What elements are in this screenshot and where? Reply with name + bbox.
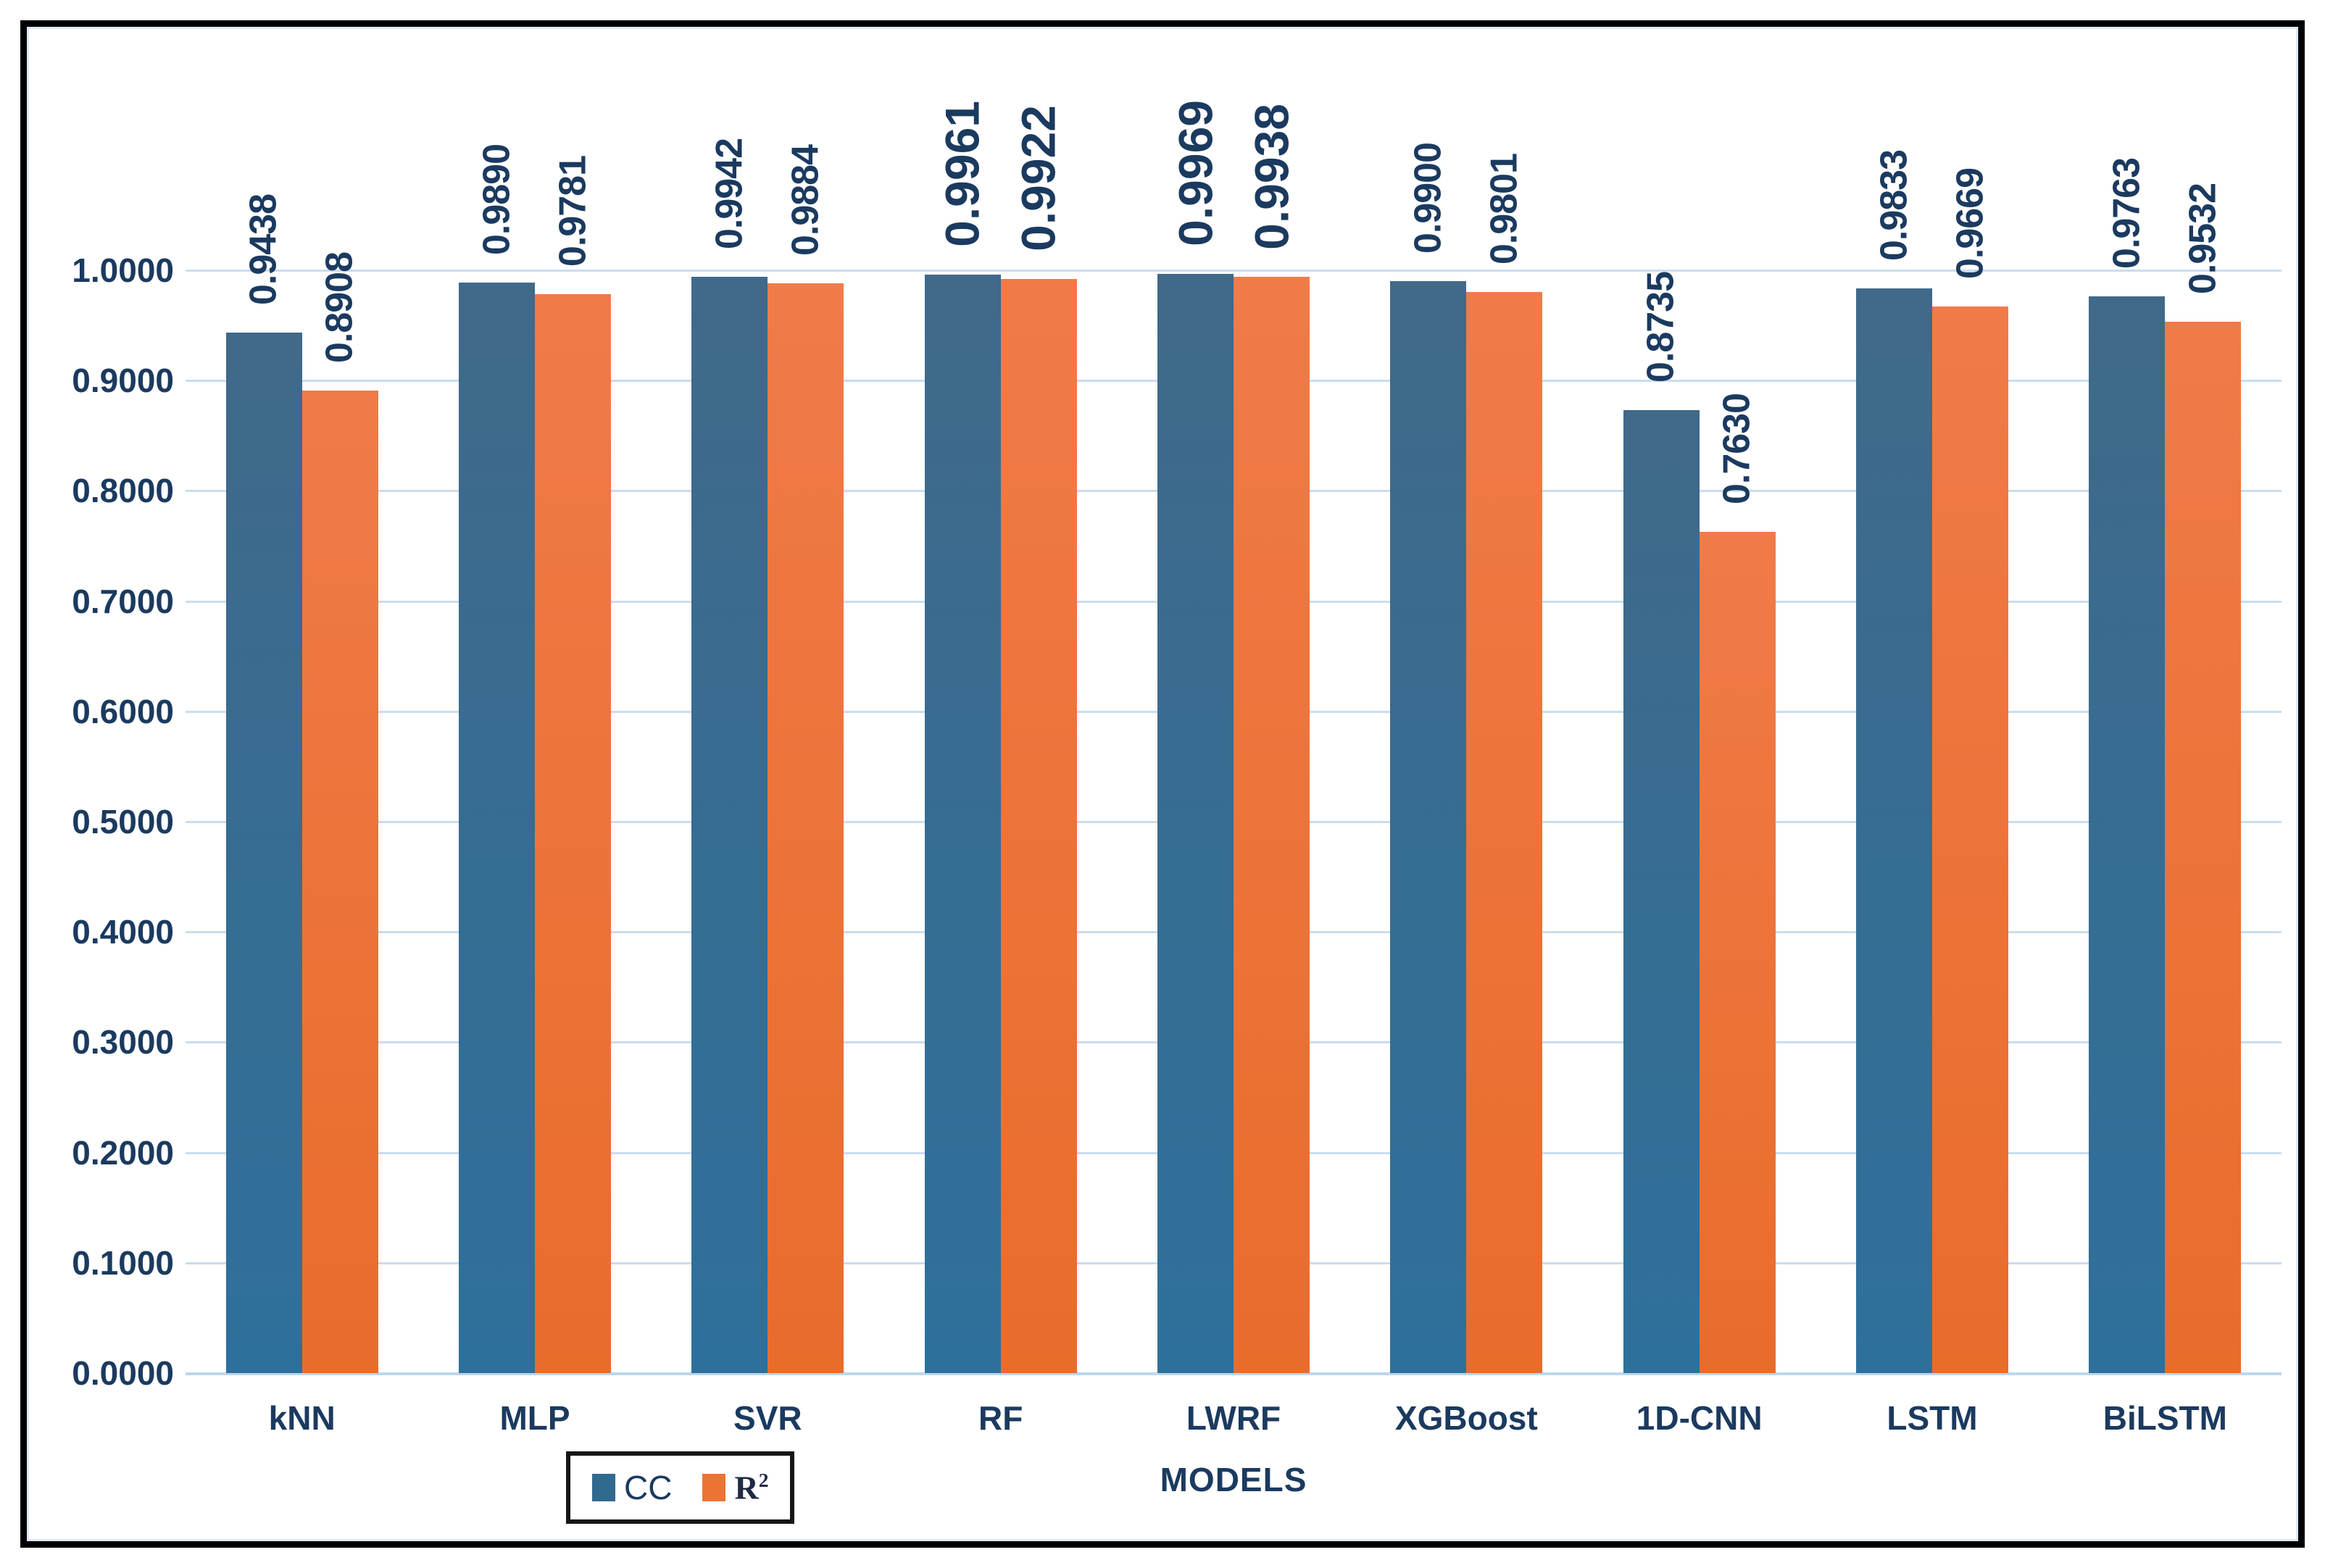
x-tick-label-lstm: LSTM <box>1887 1399 1978 1437</box>
x-tick-label-xgboost: XGBoost <box>1394 1399 1538 1437</box>
y-tick-label: 0.0000 <box>72 1354 174 1392</box>
y-tick-label: 0.1000 <box>72 1243 174 1282</box>
value-label: 0.9938 <box>1244 103 1298 250</box>
y-tick-label: 0.9000 <box>72 362 174 400</box>
legend-label-r2: R2 <box>734 1469 769 1506</box>
bar-cc-xgboost <box>1390 281 1467 1373</box>
value-label: 0.9763 <box>2105 158 2148 270</box>
bar-cc-knn <box>225 332 302 1373</box>
x-tick-label-lwrf: LWRF <box>1186 1399 1281 1437</box>
value-label: 0.9890 <box>475 143 518 255</box>
value-label: 0.7630 <box>1715 393 1758 504</box>
legend-label-cc: CC <box>624 1469 673 1506</box>
value-label: 0.9833 <box>1873 150 1916 262</box>
bar-r2-1d-cnn <box>1699 531 1776 1373</box>
x-tick-label-knn: kNN <box>268 1399 336 1437</box>
x-axis-title: MODELS <box>1160 1461 1307 1498</box>
y-tick-label: 0.4000 <box>72 913 174 951</box>
x-tick-label-rf: RF <box>978 1399 1023 1437</box>
bar-cc-svr <box>691 276 768 1373</box>
value-label: 0.9669 <box>1949 168 1992 280</box>
legend: CC R2 <box>566 1451 795 1524</box>
value-label: 0.9961 <box>935 101 989 247</box>
bar-r2-mlp <box>535 294 611 1373</box>
x-tick-label-bilstm: BiLSTM <box>2103 1399 2227 1437</box>
bar-r2-lstm <box>1932 306 2008 1373</box>
value-label: 0.8908 <box>318 252 361 364</box>
value-label: 0.9900 <box>1407 143 1450 254</box>
x-tick-label-mlp: MLP <box>499 1399 570 1437</box>
chart-frame <box>20 20 2305 1548</box>
value-label: 0.9942 <box>708 138 751 249</box>
bar-r2-lwrf <box>1234 277 1310 1373</box>
value-label: 0.9969 <box>1168 99 1222 246</box>
legend-item-r2: R2 <box>702 1470 768 1504</box>
bar-r2-knn <box>301 391 378 1373</box>
x-tick-label-svr: SVR <box>733 1399 802 1437</box>
value-label: 0.9532 <box>2181 183 2224 295</box>
bar-r2-svr <box>768 283 844 1373</box>
y-tick-label: 0.5000 <box>72 803 174 841</box>
value-label: 0.9884 <box>784 144 827 256</box>
y-tick-label: 0.6000 <box>72 692 174 730</box>
bar-cc-rf <box>924 274 1001 1373</box>
bar-r2-xgboost <box>1466 292 1543 1373</box>
bar-cc-lwrf <box>1157 273 1234 1373</box>
y-tick-label: 0.2000 <box>72 1133 174 1172</box>
bar-r2-bilstm <box>2165 322 2242 1373</box>
y-tick-label: 0.7000 <box>72 582 174 620</box>
value-label: 0.8735 <box>1639 271 1682 383</box>
gridline <box>186 1372 2282 1375</box>
y-tick-label: 1.0000 <box>72 251 174 289</box>
bar-cc-mlp <box>459 282 535 1373</box>
legend-item-cc: CC <box>592 1471 672 1504</box>
x-tick-label-1d-cnn: 1D-CNN <box>1636 1399 1763 1437</box>
gridline <box>186 270 2282 272</box>
cc-swatch-icon <box>592 1474 615 1501</box>
chart-area-border <box>27 27 2298 1541</box>
y-tick-label: 0.3000 <box>72 1023 174 1062</box>
r2-swatch-icon <box>702 1473 726 1501</box>
value-label: 0.9781 <box>552 156 594 267</box>
bar-cc-lstm <box>1856 288 1932 1373</box>
value-label: 0.9438 <box>242 193 285 305</box>
bar-r2-rf <box>1000 278 1077 1373</box>
bar-cc-bilstm <box>2089 296 2166 1373</box>
value-label: 0.9922 <box>1011 105 1065 251</box>
y-tick-label: 0.8000 <box>72 472 174 510</box>
value-label: 0.9801 <box>1483 154 1526 265</box>
bar-cc-1d-cnn <box>1623 409 1700 1373</box>
